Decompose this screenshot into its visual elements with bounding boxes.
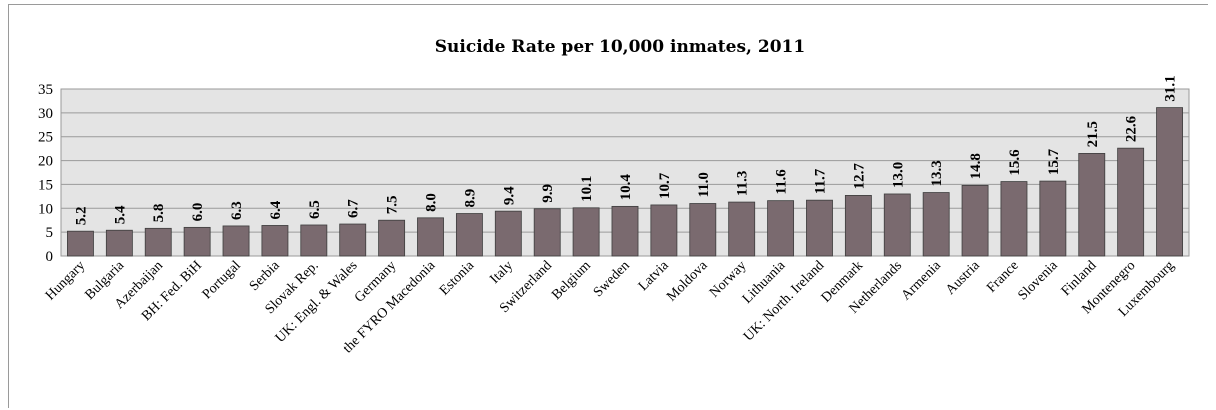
data-label: 7.5 (385, 195, 401, 214)
bar (378, 219, 406, 257)
bar (611, 205, 639, 257)
bar (1156, 107, 1183, 257)
data-label: 10.1 (579, 176, 595, 202)
x-tick-label: Armenia (899, 258, 945, 304)
bar (144, 227, 172, 257)
bar (105, 229, 133, 257)
data-label: 5.4 (112, 205, 128, 224)
data-label: 12.7 (851, 163, 867, 190)
bar (922, 192, 950, 257)
data-label: 8.9 (462, 189, 478, 208)
bar (1078, 153, 1106, 257)
chart-title: Suicide Rate per 10,000 inmates, 2011 (435, 37, 805, 57)
x-tick-label: Sweden (591, 258, 633, 300)
data-label: 11.7 (812, 168, 828, 194)
data-label: 8.0 (424, 193, 440, 212)
data-label: 21.5 (1085, 121, 1101, 147)
x-tick-label: Estonia (437, 258, 478, 299)
data-label: 14.8 (968, 153, 984, 179)
x-tick-label: Portugal (200, 258, 244, 302)
bar (572, 207, 600, 257)
data-label: 10.7 (657, 172, 673, 199)
x-tick-label: Italy (487, 258, 516, 287)
data-label: 9.4 (501, 186, 517, 205)
x-tick-label: Slovenia (1015, 258, 1061, 304)
data-label: 5.2 (73, 206, 89, 225)
data-labels: 5.2 5.4 5.8 6.0 6.3 6.4 6.5 6.7 7.5 8.0 8.9 9.4 9.9 1… (73, 75, 1178, 225)
x-tick-label: Latvia (636, 258, 672, 294)
bar (339, 223, 367, 257)
data-label: 9.9 (540, 184, 556, 203)
bar (1000, 181, 1028, 257)
bar (767, 200, 795, 257)
y-tick-label: 25 (38, 130, 53, 146)
y-tick-label: 5 (46, 225, 54, 241)
x-tick-label: France (984, 258, 1022, 296)
bar (728, 201, 756, 257)
data-label: 11.3 (735, 171, 751, 196)
data-label: 11.0 (696, 172, 712, 197)
bar (844, 195, 872, 257)
bar (417, 217, 444, 257)
x-tick-label: Moldova (664, 258, 711, 305)
bar (689, 203, 717, 257)
data-label: 6.5 (307, 200, 323, 219)
bars (67, 107, 1183, 257)
chart-frame (8, 4, 1208, 408)
data-label: 6.7 (346, 199, 362, 218)
bar (650, 204, 678, 257)
bar (300, 224, 328, 257)
data-label: 15.6 (1007, 149, 1023, 176)
bar (806, 199, 833, 257)
data-label: 11.6 (774, 169, 790, 195)
x-tick-label: Belgium (549, 258, 594, 303)
data-label: 31.1 (1163, 75, 1179, 101)
y-tick-label: 15 (38, 177, 53, 193)
bar (1039, 180, 1067, 257)
data-label: 15.7 (1046, 148, 1062, 175)
data-label: 10.4 (618, 174, 634, 201)
y-tick-label: 20 (38, 154, 53, 170)
data-label: 6.0 (190, 203, 206, 222)
bar (533, 208, 561, 257)
y-tick-label: 10 (38, 201, 53, 217)
bar (1117, 147, 1145, 257)
x-tick-label: Serbia (247, 258, 283, 294)
bar (261, 225, 289, 257)
bar (222, 225, 250, 257)
y-tick-label: 35 (38, 82, 53, 98)
bar (494, 210, 522, 257)
bar (961, 184, 989, 257)
y-tick-label: 30 (38, 106, 53, 122)
x-tick-label: Hungary (43, 258, 88, 303)
data-label: 6.3 (229, 201, 245, 220)
data-label: 22.6 (1124, 115, 1140, 142)
x-tick-label: Austria (943, 258, 983, 298)
data-label: 5.8 (151, 204, 167, 223)
bar (455, 213, 483, 257)
y-tick-label: 0 (46, 249, 54, 265)
data-label: 13.0 (890, 162, 906, 188)
y-axis: 0 5 10 15 20 25 30 35 (38, 82, 53, 265)
data-label: 13.3 (929, 160, 945, 186)
bar (883, 193, 911, 257)
bar (67, 230, 94, 257)
data-label: 6.4 (268, 200, 284, 219)
bar (183, 226, 211, 257)
